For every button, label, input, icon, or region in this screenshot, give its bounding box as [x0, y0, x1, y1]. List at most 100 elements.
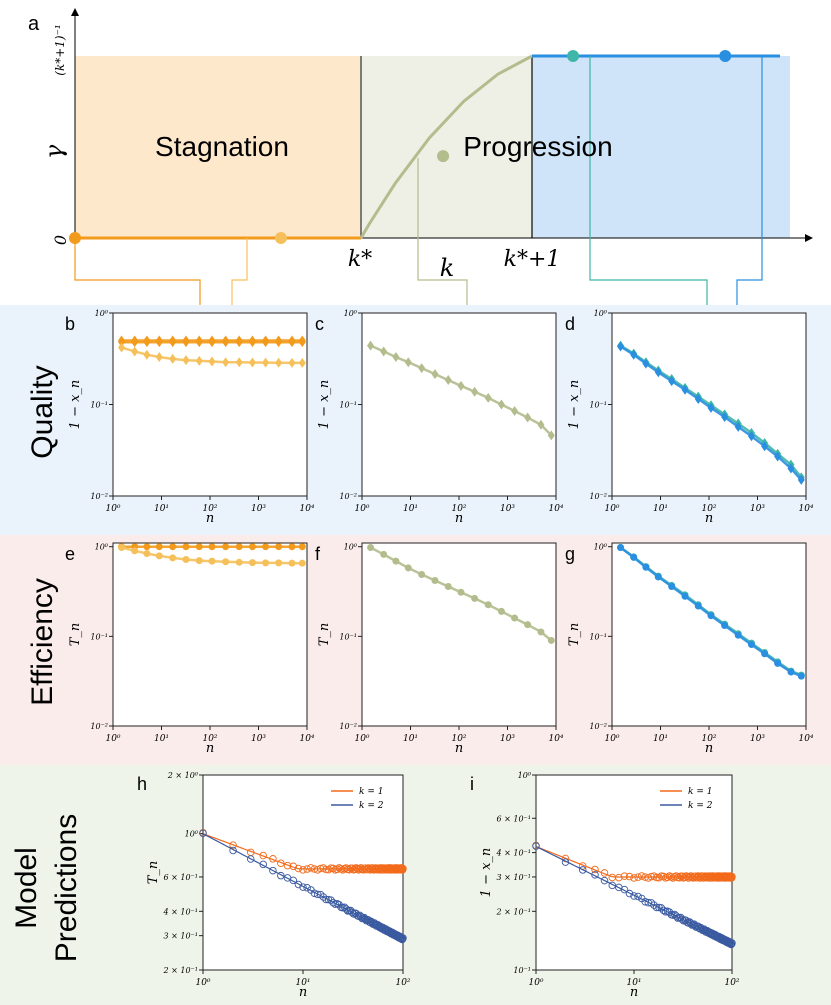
- point-d-2-10: [734, 421, 742, 432]
- point-f-1-13: [524, 621, 532, 629]
- point-b-3-3: [143, 349, 151, 360]
- point-e-2-12: [262, 559, 270, 567]
- ylabel-h: T_n: [146, 861, 161, 885]
- ytick-label-g: 10⁰: [594, 543, 608, 552]
- legend-label-i-2: k = 2: [688, 801, 713, 811]
- point-b-2-14: [288, 337, 296, 348]
- ylabel-c: 1 − x_n: [317, 380, 332, 430]
- model-point-i-1-100: [728, 872, 736, 881]
- xtick-label-g: 10⁴: [798, 734, 813, 744]
- model-point-i-2-4: [591, 871, 599, 879]
- point-e-2-3: [143, 549, 151, 557]
- a-y-arrow: [71, 8, 79, 16]
- point-e-2-8: [208, 557, 216, 565]
- model-point-h-2-9: [294, 880, 303, 889]
- model-point-i-2-100: [728, 939, 736, 947]
- model-point-i-1-10: [630, 874, 638, 882]
- point-e-2-15: [298, 559, 306, 567]
- point-b-2-15: [298, 337, 306, 348]
- row-label-efficiency: Efficiency: [26, 578, 59, 706]
- ytick-label-h: 4 × 10⁻¹: [163, 907, 199, 916]
- point-d-2-4: [654, 367, 662, 378]
- point-c-1-8: [457, 380, 465, 391]
- model-point-h-2-17: [322, 895, 330, 904]
- legend-label-h-1: k = 1: [359, 787, 383, 797]
- transition-region: [361, 56, 532, 238]
- model-point-i-2-19: [657, 904, 666, 912]
- xtick-label-g: 10²: [701, 734, 716, 744]
- xtick-label-f: 10⁰: [354, 734, 369, 744]
- xlabel-d: n: [705, 511, 713, 526]
- model-point-h-2-6: [277, 871, 285, 880]
- xtick-label-b: 10⁰: [105, 504, 120, 514]
- ytick-label-h: 6 × 10⁻¹: [164, 873, 199, 882]
- point-e-1-8: [208, 543, 216, 551]
- legend-label-i-1: k = 1: [688, 787, 712, 797]
- model-point-i-1-5: [600, 869, 609, 877]
- a-marker-2: [274, 232, 287, 244]
- ytick-label-d: 10⁰: [594, 309, 608, 318]
- point-c-1-5: [418, 363, 426, 374]
- point-g-2-8: [707, 612, 715, 620]
- panel-b: 10⁰ 10¹ 10² 10³ 10⁴ 10⁰ 10⁻¹ 10⁻² n 1 − x_n b: [65, 309, 315, 526]
- row-label-quality: Quality: [26, 365, 59, 458]
- xtick-label-d: 10²: [701, 504, 716, 514]
- plot-area-h: [202, 774, 404, 971]
- model-point-i-1-9: [625, 872, 634, 881]
- point-d-2-11: [747, 431, 755, 442]
- point-d-2-7: [694, 393, 702, 404]
- point-c-1-2: [380, 346, 388, 357]
- xtick-kstar: k*: [348, 247, 372, 272]
- point-f-1-10: [484, 601, 492, 609]
- model-point-i-2-1: [532, 842, 540, 850]
- ytick-label-i: 10⁻¹: [513, 966, 531, 975]
- ytick-label-h: 3 × 10⁻¹: [164, 932, 199, 941]
- point-b-3-14: [288, 357, 296, 368]
- model-point-i-2-2: [561, 858, 570, 866]
- point-c-1-12: [511, 405, 519, 416]
- a-marker-5: [719, 50, 732, 62]
- model-point-i-1-15: [647, 872, 656, 881]
- model-point-i-1-20: [659, 872, 668, 881]
- point-c-1-1: [367, 340, 375, 351]
- a-connector-2: [231, 238, 248, 305]
- model-point-h-2-10: [299, 883, 307, 891]
- point-c-1-6: [431, 369, 439, 380]
- point-e-2-4: [155, 552, 163, 560]
- xtick-label-g: 10¹: [653, 734, 668, 744]
- point-e-1-5: [169, 543, 177, 551]
- model-point-h-2-8: [289, 876, 298, 885]
- model-point-h-2-11: [303, 884, 311, 892]
- point-g-2-11: [747, 641, 755, 649]
- plot-area-f: [361, 542, 557, 727]
- point-b-3-8: [208, 356, 216, 367]
- a-connector-5: [736, 56, 763, 305]
- model-point-i-1-12: [638, 872, 646, 880]
- point-e-1-3: [143, 543, 151, 551]
- point-e-2-1: [118, 543, 126, 551]
- model-point-h-1-20: [329, 864, 337, 873]
- point-c-1-9: [471, 386, 479, 397]
- point-d-2-6: [681, 384, 689, 395]
- model-point-i-2-38: [687, 919, 695, 927]
- model-point-i-1-34: [682, 872, 690, 880]
- xtick-label-f: 10³: [500, 734, 515, 744]
- model-point-i-1-22: [663, 873, 672, 882]
- point-e-1-14: [288, 543, 296, 551]
- model-point-i-1-4: [591, 865, 599, 874]
- point-d-2-5: [668, 376, 676, 387]
- point-g-2-12: [761, 650, 769, 658]
- panel-d: 10⁰ 10¹ 10² 10³ 10⁴ 10⁰ 10⁻¹ 10⁻² n 1 − x_n d: [565, 309, 814, 526]
- xtick-label-d: 10⁰: [604, 504, 619, 514]
- point-c-1-11: [497, 399, 505, 410]
- model-point-i-1-13: [641, 873, 649, 881]
- ytick-label-c: 10⁻²: [339, 492, 357, 501]
- point-g-2-3: [642, 563, 650, 571]
- point-g-2-15: [797, 672, 805, 680]
- ytick-label-e: 10⁰: [95, 543, 109, 552]
- xlabel-g: n: [705, 741, 713, 756]
- point-b-3-9: [222, 357, 230, 368]
- point-e-2-6: [182, 556, 190, 563]
- point-g-2-6: [681, 592, 689, 600]
